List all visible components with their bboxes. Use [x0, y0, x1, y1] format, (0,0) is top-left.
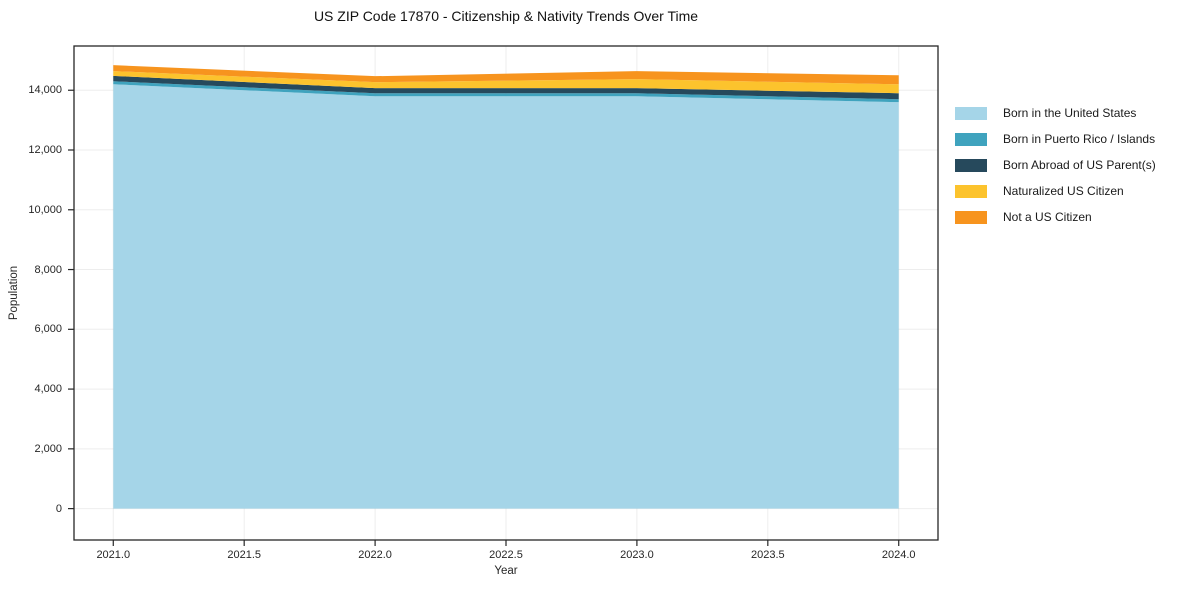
chart-title: US ZIP Code 17870 - Citizenship & Nativi… [313, 8, 699, 24]
area-not-a-us-citizen [113, 65, 899, 85]
x-tick-label: 2021.0 [96, 549, 131, 561]
y-tick-label: 8,000 [34, 263, 62, 276]
x-tick-label: 2022.0 [358, 549, 392, 561]
x-tick-label: 2021.5 [227, 549, 261, 561]
legend-item-born-in-the-united-states: Born in the United States [955, 100, 1156, 126]
x-tick-label: 2024.0 [881, 549, 916, 561]
legend-swatch-icon [955, 184, 987, 198]
legend-swatch-icon [955, 158, 987, 172]
y-tick-label: 2,000 [34, 442, 62, 455]
legend-label: Naturalized US Citizen [1003, 184, 1124, 198]
y-tick-label: 14,000 [28, 84, 62, 97]
x-axis-title: Year [494, 565, 518, 577]
legend: Born in the United States Born in Puerto … [955, 100, 1156, 230]
legend-item-born-in-puerto-rico-islands: Born in Puerto Rico / Islands [955, 126, 1156, 152]
area-born-abroad-of-us-parent-s [113, 75, 899, 100]
y-axis-title: Population [8, 265, 20, 321]
legend-label: Born Abroad of US Parent(s) [1003, 158, 1156, 172]
area-born-in-the-united-states [113, 84, 899, 509]
y-tick-label: 0 [55, 502, 62, 515]
area-naturalized-us-citizen [113, 71, 899, 94]
legend-item-naturalized-us-citizen: Naturalized US Citizen [955, 178, 1156, 204]
y-tick-label: 6,000 [34, 323, 62, 336]
x-tick-label: 2023.5 [750, 549, 785, 561]
y-tick-label: 4,000 [34, 383, 62, 396]
legend-item-not-a-us-citizen: Not a US Citizen [955, 204, 1156, 230]
area-born-in-puerto-rico-islands [113, 81, 899, 103]
legend-swatch-icon [955, 132, 987, 146]
legend-label: Not a US Citizen [1003, 210, 1092, 224]
legend-label: Born in Puerto Rico / Islands [1003, 132, 1156, 146]
legend-swatch-icon [955, 210, 987, 224]
x-tick-label: 2022.5 [489, 549, 523, 561]
x-tick-label: 2023.0 [620, 549, 654, 561]
legend-label: Born in the United States [1003, 106, 1137, 120]
legend-item-born-abroad-of-us-parent-s: Born Abroad of US Parent(s) [955, 152, 1156, 178]
y-tick-label: 10,000 [28, 203, 62, 216]
y-tick-label: 12,000 [28, 144, 62, 156]
legend-swatch-icon [955, 106, 987, 120]
